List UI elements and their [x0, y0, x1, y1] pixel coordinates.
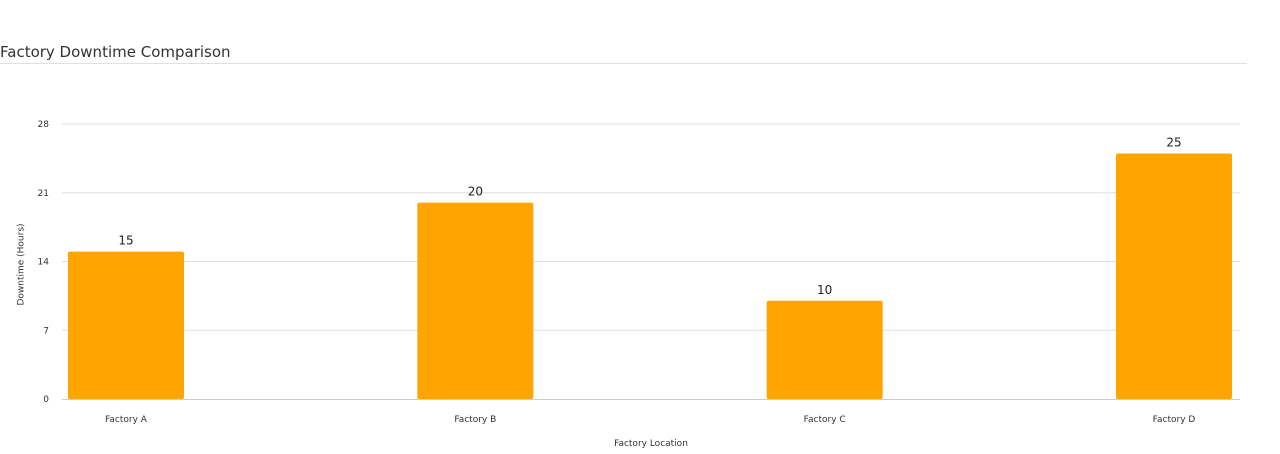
bar-value-label: 15: [118, 234, 133, 248]
bar: [1116, 153, 1232, 399]
data-labels: 15 20 10 25: [118, 135, 1181, 296]
y-axis-title: Downtime (Hours): [17, 223, 27, 305]
x-tick-label: Factory B: [454, 415, 496, 425]
bar-value-label: 20: [468, 185, 483, 199]
x-axis-ticks: Factory A Factory B Factory C Factory D: [105, 415, 1195, 425]
chart-title: Factory Downtime Comparison: [0, 43, 231, 61]
y-tick-label: 7: [43, 326, 49, 336]
y-tick-label: 28: [38, 120, 50, 130]
x-tick-label: Factory C: [804, 415, 846, 425]
title-divider: [0, 63, 1247, 64]
bars: [68, 153, 1232, 399]
bar-value-label: 25: [1166, 135, 1181, 149]
y-tick-label: 21: [38, 189, 49, 199]
bar: [766, 300, 883, 399]
bar-value-label: 10: [817, 283, 832, 297]
gridlines: [62, 123, 1240, 331]
x-tick-label: Factory A: [105, 415, 148, 425]
x-tick-label: Factory D: [1153, 415, 1196, 425]
x-axis-title: Factory Location: [614, 439, 688, 449]
y-tick-label: 0: [43, 395, 49, 405]
bar: [68, 251, 184, 399]
y-axis-ticks: 0 7 14 21 28: [38, 120, 50, 405]
bar: [417, 202, 534, 399]
y-tick-label: 14: [38, 258, 50, 268]
